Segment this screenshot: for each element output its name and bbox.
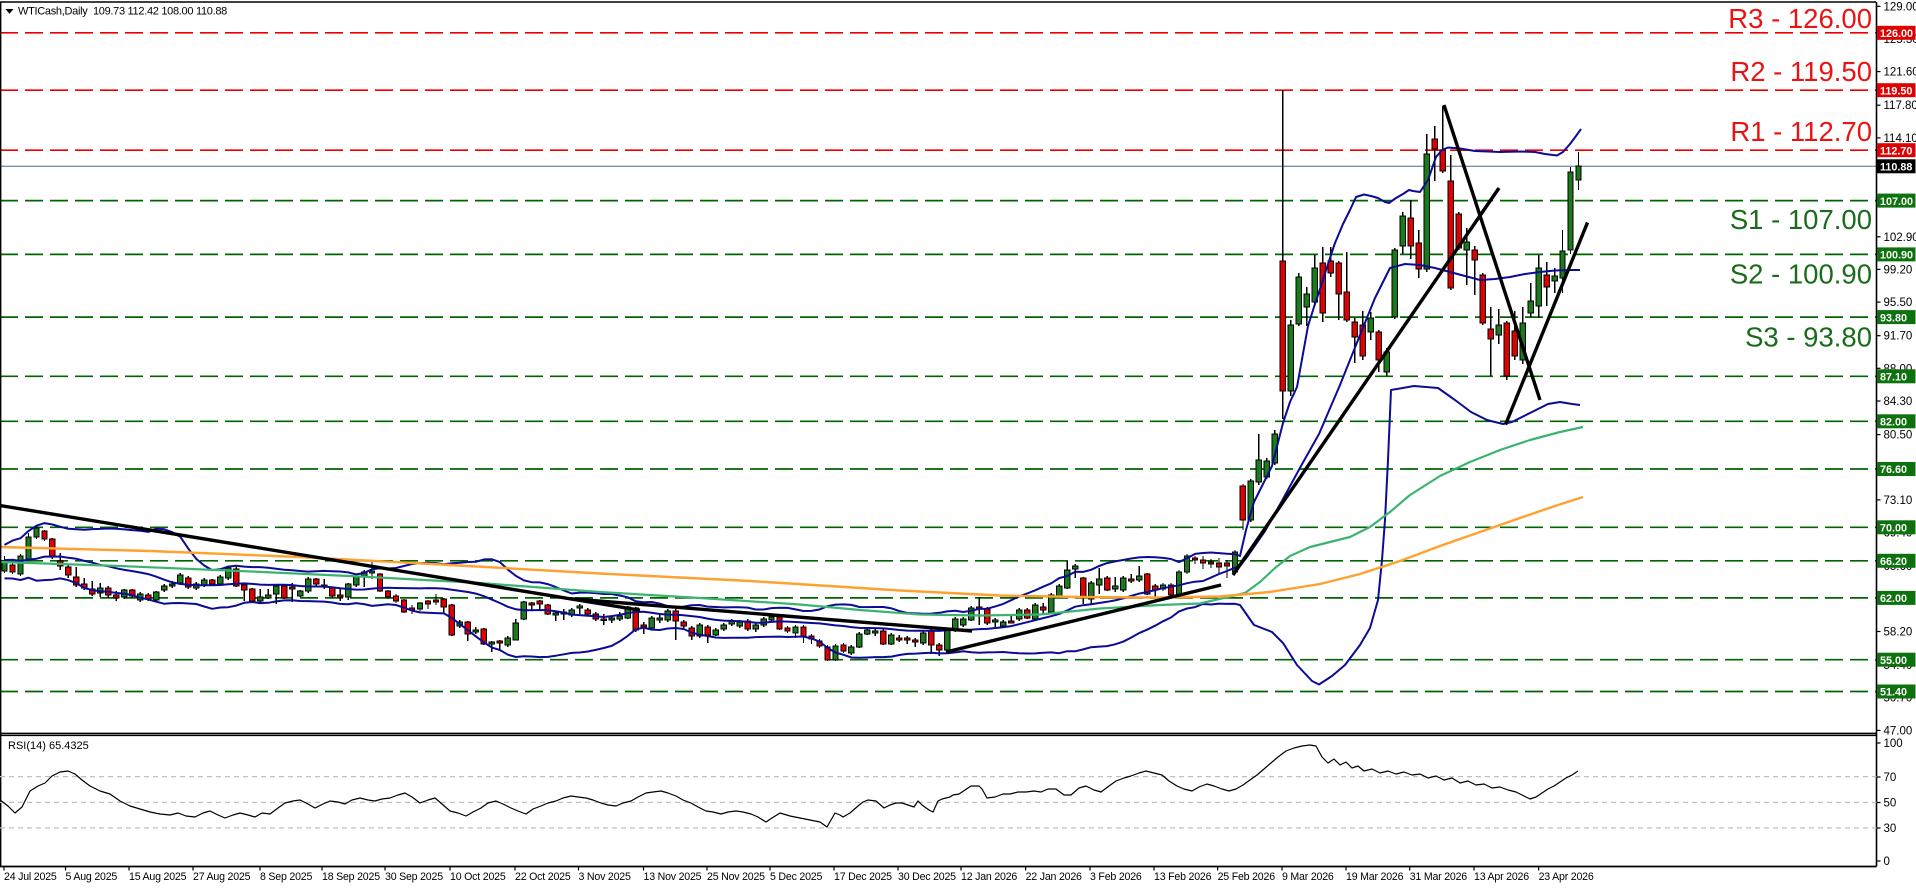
svg-text:87.10: 87.10 bbox=[1880, 372, 1907, 384]
svg-text:51.40: 51.40 bbox=[1880, 687, 1907, 699]
svg-text:S3 - 93.80: S3 - 93.80 bbox=[1745, 322, 1872, 353]
svg-text:31 Mar 2026: 31 Mar 2026 bbox=[1410, 871, 1468, 883]
svg-text:19 Mar 2026: 19 Mar 2026 bbox=[1346, 871, 1404, 883]
svg-text:55.00: 55.00 bbox=[1880, 655, 1907, 667]
svg-text:82.00: 82.00 bbox=[1880, 417, 1907, 429]
svg-text:24 Jul 2025: 24 Jul 2025 bbox=[4, 871, 57, 883]
svg-text:27 Aug 2025: 27 Aug 2025 bbox=[193, 871, 251, 883]
svg-text:R1 - 112.70: R1 - 112.70 bbox=[1730, 116, 1872, 147]
svg-text:13 Apr 2026: 13 Apr 2026 bbox=[1474, 871, 1529, 883]
svg-text:107.00: 107.00 bbox=[1880, 196, 1913, 208]
svg-text:47.00: 47.00 bbox=[1884, 725, 1913, 737]
svg-text:23 Apr 2026: 23 Apr 2026 bbox=[1539, 871, 1594, 883]
svg-text:91.70: 91.70 bbox=[1884, 331, 1913, 343]
svg-text:95.50: 95.50 bbox=[1884, 297, 1913, 309]
svg-text:100.90: 100.90 bbox=[1880, 250, 1913, 262]
svg-text:5 Dec 2025: 5 Dec 2025 bbox=[770, 871, 822, 883]
svg-text:117.80: 117.80 bbox=[1884, 100, 1916, 112]
svg-text:70: 70 bbox=[1884, 772, 1897, 784]
svg-text:66.20: 66.20 bbox=[1880, 556, 1907, 568]
svg-text:129.00: 129.00 bbox=[1884, 1, 1916, 13]
svg-text:30 Sep 2025: 30 Sep 2025 bbox=[385, 871, 443, 883]
svg-text:110.88: 110.88 bbox=[1880, 162, 1912, 174]
svg-text:93.80: 93.80 bbox=[1880, 312, 1907, 324]
svg-text:50: 50 bbox=[1884, 798, 1897, 810]
svg-text:58.20: 58.20 bbox=[1884, 627, 1913, 639]
svg-text:99.20: 99.20 bbox=[1884, 264, 1913, 276]
svg-text:80.50: 80.50 bbox=[1884, 430, 1913, 442]
svg-text:100: 100 bbox=[1884, 738, 1903, 750]
svg-text:9 Mar 2026: 9 Mar 2026 bbox=[1282, 871, 1334, 883]
svg-text:12 Jan 2026: 12 Jan 2026 bbox=[961, 871, 1017, 883]
svg-text:22 Jan 2026: 22 Jan 2026 bbox=[1026, 871, 1082, 883]
svg-text:30: 30 bbox=[1884, 823, 1897, 835]
svg-text:15 Aug 2025: 15 Aug 2025 bbox=[129, 871, 187, 883]
svg-text:R3 - 126.00: R3 - 126.00 bbox=[1728, 3, 1872, 34]
svg-text:119.50: 119.50 bbox=[1880, 85, 1912, 97]
svg-text:121.60: 121.60 bbox=[1884, 67, 1916, 79]
svg-text:114.10: 114.10 bbox=[1884, 133, 1916, 145]
svg-text:102.90: 102.90 bbox=[1884, 232, 1916, 244]
svg-text:73.10: 73.10 bbox=[1884, 495, 1913, 507]
svg-text:WTICash,Daily 109.73 112.42 1: WTICash,Daily 109.73 112.42 108.00 110.8… bbox=[18, 6, 227, 18]
svg-text:13 Feb 2026: 13 Feb 2026 bbox=[1154, 871, 1212, 883]
svg-text:0: 0 bbox=[1884, 856, 1890, 868]
svg-text:8 Sep 2025: 8 Sep 2025 bbox=[260, 871, 313, 883]
svg-text:S2 - 100.90: S2 - 100.90 bbox=[1730, 259, 1872, 290]
svg-text:18 Sep 2025: 18 Sep 2025 bbox=[322, 871, 380, 883]
svg-text:3 Nov 2025: 3 Nov 2025 bbox=[579, 871, 631, 883]
svg-text:17 Dec 2025: 17 Dec 2025 bbox=[834, 871, 892, 883]
svg-text:13 Nov 2025: 13 Nov 2025 bbox=[644, 871, 702, 883]
svg-text:62.00: 62.00 bbox=[1880, 593, 1907, 605]
svg-text:R2 - 119.50: R2 - 119.50 bbox=[1730, 56, 1872, 87]
svg-text:25 Nov 2025: 25 Nov 2025 bbox=[707, 871, 765, 883]
svg-text:84.30: 84.30 bbox=[1884, 396, 1913, 408]
svg-text:RSI(14) 65.4325: RSI(14) 65.4325 bbox=[8, 740, 89, 752]
svg-text:76.60: 76.60 bbox=[1880, 464, 1907, 476]
svg-text:126.00: 126.00 bbox=[1880, 28, 1913, 40]
svg-text:5 Aug 2025: 5 Aug 2025 bbox=[66, 871, 118, 883]
svg-text:22 Oct 2025: 22 Oct 2025 bbox=[515, 871, 571, 883]
svg-text:112.70: 112.70 bbox=[1880, 145, 1912, 157]
svg-text:10 Oct 2025: 10 Oct 2025 bbox=[450, 871, 506, 883]
svg-text:S1 - 107.00: S1 - 107.00 bbox=[1730, 204, 1872, 235]
svg-text:25 Feb 2026: 25 Feb 2026 bbox=[1218, 871, 1276, 883]
svg-text:3 Feb 2026: 3 Feb 2026 bbox=[1090, 871, 1142, 883]
svg-text:70.00: 70.00 bbox=[1880, 523, 1907, 535]
svg-text:30 Dec 2025: 30 Dec 2025 bbox=[898, 871, 956, 883]
